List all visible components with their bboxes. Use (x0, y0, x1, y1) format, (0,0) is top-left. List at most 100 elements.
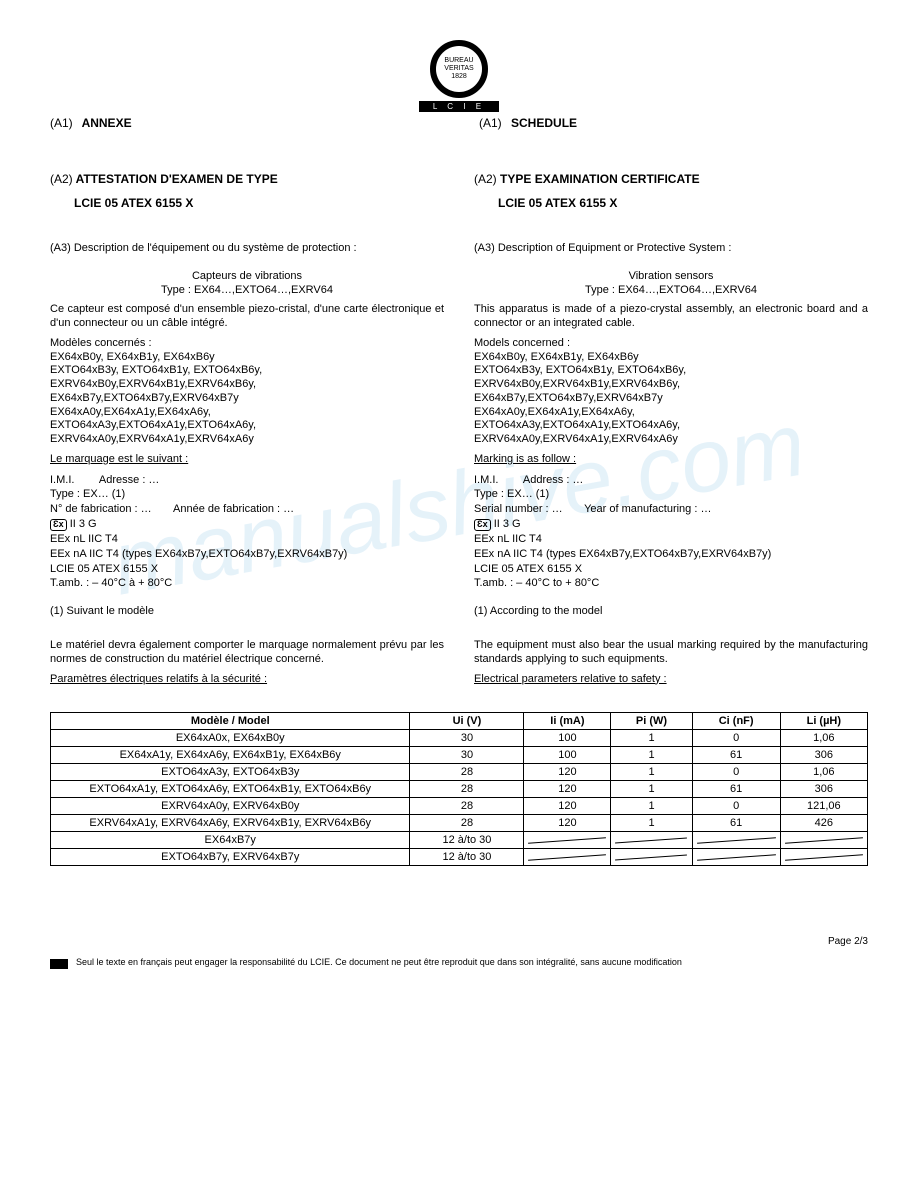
cell-ui: 28 (410, 764, 524, 781)
cell-ii: 120 (524, 764, 611, 781)
mk-l-l3a: N° de fabrication : … (50, 503, 152, 515)
th-li: Li (µH) (780, 713, 867, 730)
cell-strike (524, 849, 611, 866)
mk-l-l7: LCIE 05 ATEX 6155 X (50, 562, 444, 577)
table-row: EX64xA1y, EX64xA6y, EX64xB1y, EX64xB6y30… (51, 747, 868, 764)
mk-r-l3b: Year of manufacturing : … (584, 503, 711, 515)
cell-li: 426 (780, 815, 867, 832)
footnote-marker (50, 959, 68, 969)
mk-l-l3b: Année de fabrication : … (173, 503, 294, 515)
th-pi: Pi (W) (611, 713, 692, 730)
logo-bar: L C I E (419, 101, 499, 112)
cell-ui: 28 (410, 781, 524, 798)
cell-ci: 0 (692, 798, 780, 815)
a1-right-tag: (A1) (479, 116, 502, 130)
cert-number-left: LCIE 05 ATEX 6155 X (74, 196, 444, 210)
cell-strike (780, 832, 867, 849)
mk-r-note: (1) According to the model (474, 605, 868, 619)
a1-left-tag: (A1) (50, 116, 73, 130)
a3-left-label: (A3) Description de l'équipement ou du s… (50, 242, 444, 256)
a2-right-title: TYPE EXAMINATION CERTIFICATE (500, 172, 700, 186)
footnote-text: Seul le texte en français peut engager l… (76, 957, 682, 967)
th-ci: Ci (nF) (692, 713, 780, 730)
a2-left-title: ATTESTATION D'EXAMEN DE TYPE (76, 172, 278, 186)
table-row: EXTO64xB7y, EXRV64xB7y12 à/to 30 (51, 849, 868, 866)
mk-l-l8: T.amb. : – 40°C à + 80°C (50, 576, 444, 591)
cell-ii: 120 (524, 815, 611, 832)
ex-symbol-icon: Ɛx (474, 519, 491, 531)
ex-symbol-icon: Ɛx (50, 519, 67, 531)
cell-ci: 61 (692, 781, 780, 798)
cell-li: 306 (780, 747, 867, 764)
cell-li: 1,06 (780, 730, 867, 747)
params-title-left: Paramètres électriques relatifs à la séc… (50, 673, 444, 687)
models-right-title: Models concerned : (474, 337, 868, 351)
cell-li: 121,06 (780, 798, 867, 815)
cell-model: EX64xB7y (51, 832, 410, 849)
cell-ci: 0 (692, 730, 780, 747)
a1-right-title: SCHEDULE (511, 116, 577, 130)
mk-l-note: (1) Suivant le modèle (50, 605, 444, 619)
mk-r-l1a: I.M.I. (474, 474, 498, 486)
cell-ui: 28 (410, 798, 524, 815)
mk-r-l3a: Serial number : … (474, 503, 563, 515)
table-row: EXRV64xA1y, EXRV64xA6y, EXRV64xB1y, EXRV… (51, 815, 868, 832)
mk-l-l6: EEx nA IIC T4 (types EX64xB7y,EXTO64xB7y… (50, 547, 444, 562)
params-title-right: Electrical parameters relative to safety… (474, 673, 868, 687)
a2-right-tag: (A2) (474, 172, 497, 186)
mk-l-l2: Type : EX… (1) (50, 487, 444, 502)
cell-pi: 1 (611, 798, 692, 815)
cell-pi: 1 (611, 730, 692, 747)
cell-model: EXTO64xB7y, EXRV64xB7y (51, 849, 410, 866)
a3-right-label: (A3) Description of Equipment or Protect… (474, 242, 868, 256)
mk-l-l4: II 3 G (70, 518, 97, 530)
cell-pi: 1 (611, 815, 692, 832)
cell-model: EX64xA0x, EX64xB0y (51, 730, 410, 747)
a3-left-sub2: Type : EX64…,EXTO64…,EXRV64 (50, 284, 444, 298)
th-ii: Ii (mA) (524, 713, 611, 730)
mk-r-l2: Type : EX… (1) (474, 487, 868, 502)
cell-ui: 12 à/to 30 (410, 849, 524, 866)
table-row: EX64xA0x, EX64xB0y30100101,06 (51, 730, 868, 747)
mk-l-l5: EEx nL IIC T4 (50, 532, 444, 547)
cell-pi: 1 (611, 781, 692, 798)
table-row: EXTO64xA3y, EXTO64xB3y28120101,06 (51, 764, 868, 781)
cell-model: EXRV64xA1y, EXRV64xA6y, EXRV64xB1y, EXRV… (51, 815, 410, 832)
models-left-list: EX64xB0y, EX64xB1y, EX64xB6y EXTO64xB3y,… (50, 351, 444, 447)
table-row: EXTO64xA1y, EXTO64xA6y, EXTO64xB1y, EXTO… (51, 781, 868, 798)
mk-l-l1b: Adresse : … (99, 474, 160, 486)
cell-li: 306 (780, 781, 867, 798)
cell-ci: 0 (692, 764, 780, 781)
a2-left-tag: (A2) (50, 172, 73, 186)
desc-left: Ce capteur est composé d'un ensemble pie… (50, 303, 444, 331)
cell-ci: 61 (692, 747, 780, 764)
cell-pi: 1 (611, 764, 692, 781)
marking-title-right: Marking is as follow : (474, 453, 868, 467)
table-row: EX64xB7y12 à/to 30 (51, 832, 868, 849)
cell-ii: 120 (524, 798, 611, 815)
cell-pi: 1 (611, 747, 692, 764)
parameters-table: Modèle / Model Ui (V) Ii (mA) Pi (W) Ci … (50, 712, 868, 866)
table-header-row: Modèle / Model Ui (V) Ii (mA) Pi (W) Ci … (51, 713, 868, 730)
cell-ii: 100 (524, 747, 611, 764)
models-right-list: EX64xB0y, EX64xB1y, EX64xB6y EXTO64xB3y,… (474, 351, 868, 447)
cell-strike (611, 832, 692, 849)
mk-r-l1b: Address : … (523, 474, 584, 486)
mk-r-l8: T.amb. : – 40°C to + 80°C (474, 576, 868, 591)
mk-r-l5: EEx nL IIC T4 (474, 532, 868, 547)
mk-r-l4: II 3 G (494, 518, 521, 530)
cell-li: 1,06 (780, 764, 867, 781)
cell-strike (692, 832, 780, 849)
table-row: EXRV64xA0y, EXRV64xB0y2812010121,06 (51, 798, 868, 815)
page-number: Page 2/3 (50, 936, 868, 947)
a3-right-sub1: Vibration sensors (474, 270, 868, 284)
cell-ui: 30 (410, 747, 524, 764)
cell-ii: 100 (524, 730, 611, 747)
cell-strike (524, 832, 611, 849)
models-left-title: Modèles concernés : (50, 337, 444, 351)
logo-text: BUREAU VERITAS 1828 (436, 46, 482, 92)
cell-ui: 28 (410, 815, 524, 832)
cell-ci: 61 (692, 815, 780, 832)
a1-row: (A1) ANNEXE (A1) SCHEDULE (50, 116, 868, 130)
cell-strike (692, 849, 780, 866)
